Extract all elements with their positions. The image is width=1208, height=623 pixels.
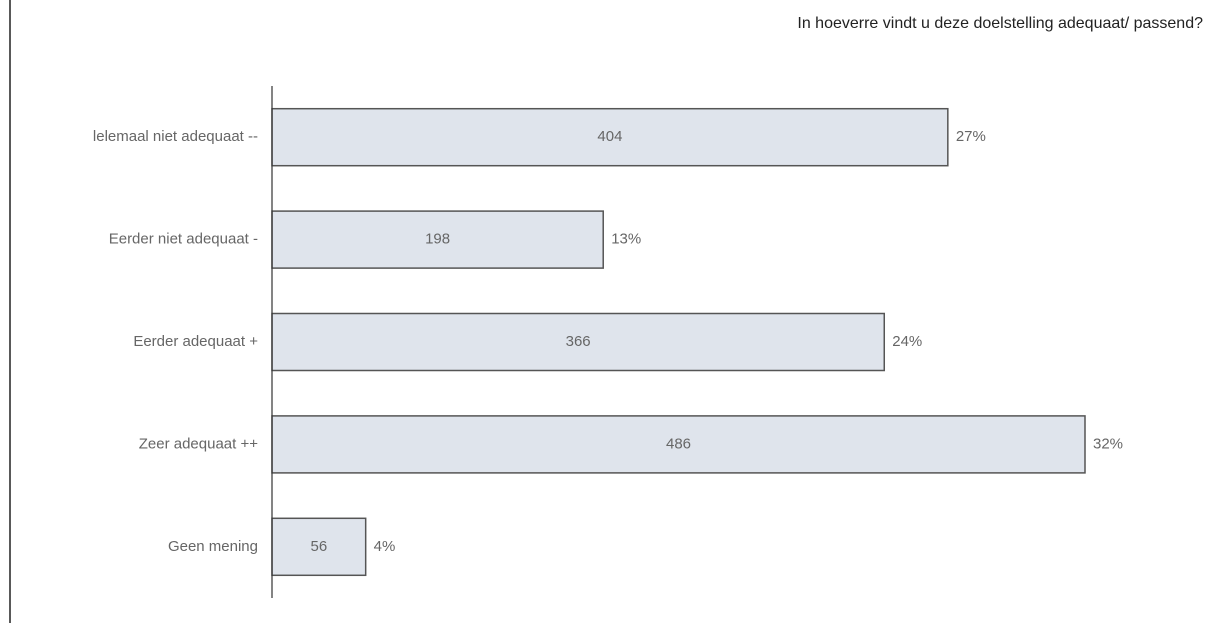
bar <box>271 415 1086 474</box>
bar-percent-label: 27% <box>956 128 986 145</box>
bar-percent-label: 13% <box>611 231 641 248</box>
bar-percent-label: 32% <box>1093 435 1123 452</box>
y-tick-label: lelemaal niet adequaat -- <box>93 128 258 145</box>
bar-value-label: 366 <box>566 333 591 350</box>
bar-value-label: 404 <box>597 128 622 145</box>
bar-value-label: 486 <box>666 435 691 452</box>
bar-value-label: 198 <box>425 231 450 248</box>
bar <box>271 312 886 372</box>
chart-title: In hoeverre vindt u deze doelstelling ad… <box>797 15 1203 32</box>
y-tick-label: Eerder niet adequaat - <box>109 231 258 248</box>
bar-value-label: 56 <box>310 538 327 555</box>
bar <box>271 107 949 167</box>
bar-percent-label: 4% <box>374 538 396 555</box>
bar <box>271 210 604 269</box>
y-tick-label: Eerder adequaat + <box>133 333 258 350</box>
y-tick-label: Geen mening <box>168 538 258 555</box>
bar-percent-label: 24% <box>892 333 922 350</box>
y-tick-label: Zeer adequaat ++ <box>139 435 259 452</box>
